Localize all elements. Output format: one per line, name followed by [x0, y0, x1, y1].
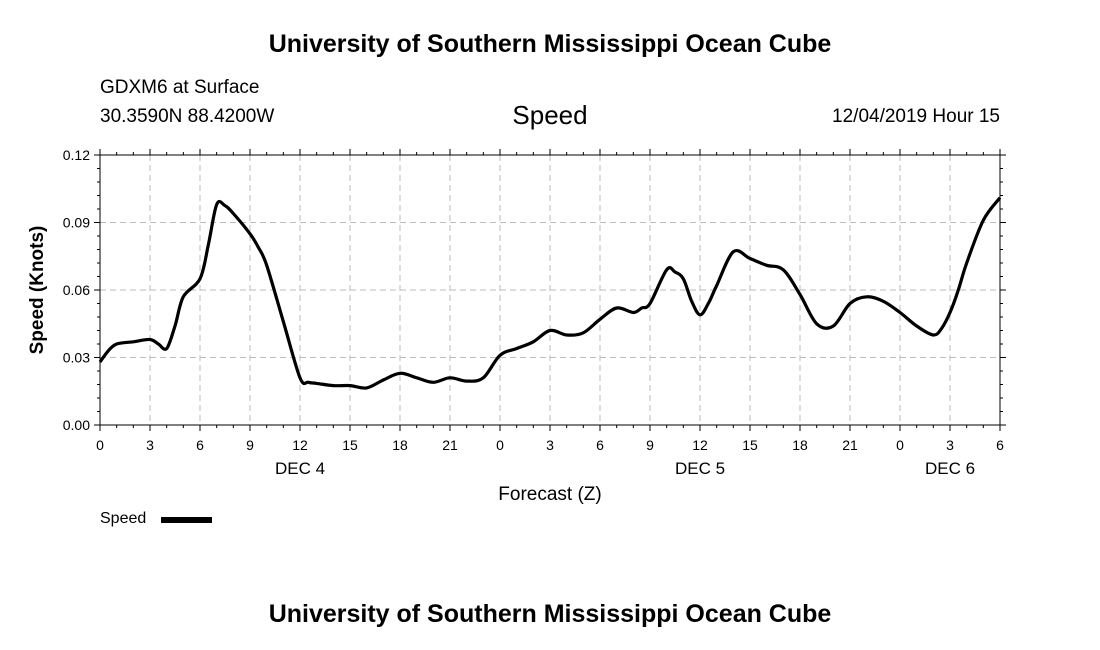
day-labels: DEC 4 DEC 5 DEC 6	[275, 459, 975, 478]
x-tick-label: 21	[842, 437, 858, 453]
y-axis-title: Speed (Knots)	[27, 226, 48, 355]
x-tick-label: 0	[96, 437, 104, 453]
x-tick-label: 6	[196, 437, 204, 453]
legend-line-swatch	[161, 517, 212, 523]
speed-series-line	[98, 196, 1002, 390]
x-tick-label: 6	[996, 437, 1004, 453]
station-label: GDXM6 at Surface	[100, 77, 260, 98]
x-tick-label: 3	[546, 437, 554, 453]
y-tick-label: 0.00	[63, 417, 90, 433]
x-tick-label: 15	[342, 437, 358, 453]
y-tick-label: 0.06	[63, 282, 90, 298]
variable-title: Speed	[512, 100, 588, 130]
x-tick-label: 12	[692, 437, 708, 453]
x-tick-label: 9	[646, 437, 654, 453]
y-tick-label: 0.12	[63, 147, 90, 163]
major-ticks	[94, 149, 1006, 431]
y-tick-label: 0.09	[63, 215, 90, 231]
x-tick-label: 9	[246, 437, 254, 453]
forecast-datetime: 12/04/2019 Hour 15	[832, 106, 1000, 127]
x-tick-labels: 0 3 6 9 12 15 18 21 0 3 6 9 12 15 18 21 0 3 6	[96, 437, 1004, 453]
y-tick-labels: 0.00 0.03 0.06 0.09 0.12	[63, 147, 90, 433]
day-label: DEC 6	[925, 459, 975, 478]
grid-lines	[100, 155, 1000, 425]
x-tick-label: 21	[442, 437, 458, 453]
bottom-title: University of Southern Mississippi Ocean…	[268, 600, 832, 628]
x-tick-label: 0	[496, 437, 504, 453]
x-tick-label: 12	[292, 437, 308, 453]
x-tick-label: 15	[742, 437, 758, 453]
top-title: University of Southern Mississippi Ocean…	[268, 30, 832, 58]
x-tick-label: 3	[946, 437, 954, 453]
plot-frame	[99, 154, 1001, 426]
day-label: DEC 4	[275, 459, 325, 478]
day-label: DEC 5	[675, 459, 725, 478]
x-tick-label: 6	[596, 437, 604, 453]
x-tick-label: 18	[792, 437, 808, 453]
coordinates-label: 30.3590N 88.4200W	[100, 106, 275, 127]
x-tick-label: 0	[896, 437, 904, 453]
legend-label: Speed	[100, 510, 147, 527]
x-axis-title: Forecast (Z)	[498, 484, 601, 505]
x-tick-label: 18	[392, 437, 408, 453]
y-tick-label: 0.03	[63, 350, 90, 366]
x-tick-label: 3	[146, 437, 154, 453]
